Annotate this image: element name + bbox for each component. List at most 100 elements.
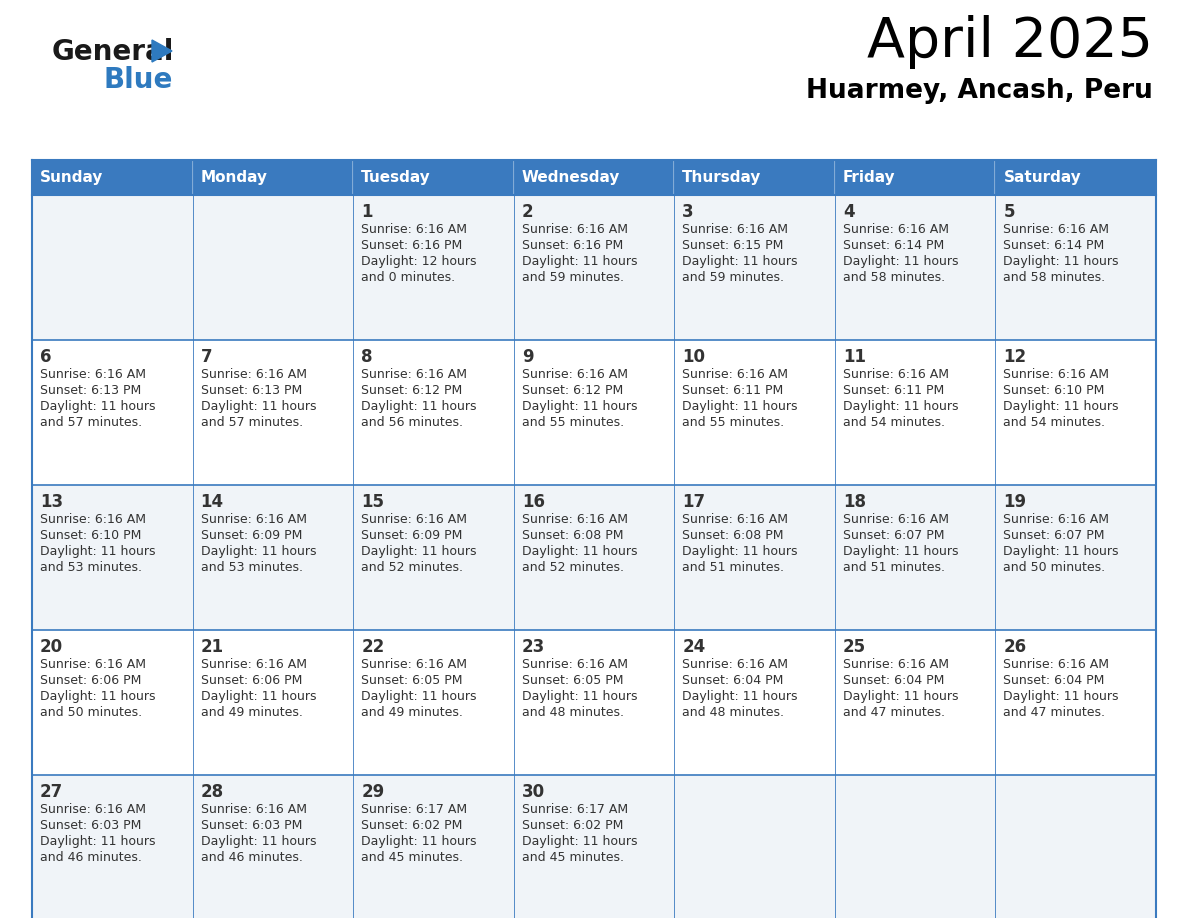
Text: Daylight: 11 hours: Daylight: 11 hours bbox=[40, 400, 156, 413]
Text: and 48 minutes.: and 48 minutes. bbox=[522, 706, 624, 719]
Bar bbox=[675, 630, 835, 775]
Text: Daylight: 11 hours: Daylight: 11 hours bbox=[842, 545, 959, 558]
Text: Sunrise: 6:16 AM: Sunrise: 6:16 AM bbox=[201, 513, 307, 526]
Text: 17: 17 bbox=[682, 493, 706, 511]
Text: Sunrise: 6:16 AM: Sunrise: 6:16 AM bbox=[40, 658, 146, 671]
Text: Sunset: 6:10 PM: Sunset: 6:10 PM bbox=[1004, 384, 1105, 397]
Text: Sunrise: 6:16 AM: Sunrise: 6:16 AM bbox=[1004, 513, 1110, 526]
Text: Saturday: Saturday bbox=[1004, 170, 1081, 185]
Text: Sunrise: 6:16 AM: Sunrise: 6:16 AM bbox=[361, 223, 467, 236]
Text: and 46 minutes.: and 46 minutes. bbox=[40, 851, 141, 864]
Text: Sunrise: 6:16 AM: Sunrise: 6:16 AM bbox=[361, 368, 467, 381]
Bar bbox=[192, 485, 353, 630]
Text: 20: 20 bbox=[40, 638, 63, 656]
Text: Sunset: 6:12 PM: Sunset: 6:12 PM bbox=[361, 384, 462, 397]
Text: Daylight: 11 hours: Daylight: 11 hours bbox=[842, 400, 959, 413]
Text: Daylight: 11 hours: Daylight: 11 hours bbox=[201, 690, 316, 703]
Text: Sunset: 6:06 PM: Sunset: 6:06 PM bbox=[201, 674, 302, 687]
Bar bbox=[835, 340, 996, 485]
Text: Sunset: 6:14 PM: Sunset: 6:14 PM bbox=[842, 239, 944, 252]
Text: Sunrise: 6:16 AM: Sunrise: 6:16 AM bbox=[842, 223, 949, 236]
Text: Sunday: Sunday bbox=[40, 170, 103, 185]
Text: and 47 minutes.: and 47 minutes. bbox=[1004, 706, 1105, 719]
Text: Daylight: 11 hours: Daylight: 11 hours bbox=[201, 400, 316, 413]
Text: Sunrise: 6:16 AM: Sunrise: 6:16 AM bbox=[842, 368, 949, 381]
Text: Daylight: 11 hours: Daylight: 11 hours bbox=[1004, 690, 1119, 703]
Text: Sunrise: 6:16 AM: Sunrise: 6:16 AM bbox=[522, 223, 627, 236]
Text: and 57 minutes.: and 57 minutes. bbox=[201, 416, 303, 429]
Text: 29: 29 bbox=[361, 783, 385, 801]
Text: Daylight: 11 hours: Daylight: 11 hours bbox=[522, 400, 637, 413]
Bar bbox=[353, 195, 513, 340]
Bar bbox=[353, 340, 513, 485]
Text: Daylight: 11 hours: Daylight: 11 hours bbox=[40, 835, 156, 848]
Text: Sunset: 6:05 PM: Sunset: 6:05 PM bbox=[522, 674, 624, 687]
Text: 15: 15 bbox=[361, 493, 384, 511]
Text: General: General bbox=[52, 38, 175, 66]
Text: 10: 10 bbox=[682, 348, 706, 366]
Text: Daylight: 11 hours: Daylight: 11 hours bbox=[40, 545, 156, 558]
Bar bbox=[32, 160, 192, 195]
Text: Sunset: 6:08 PM: Sunset: 6:08 PM bbox=[682, 529, 784, 542]
Text: Sunset: 6:03 PM: Sunset: 6:03 PM bbox=[201, 819, 302, 832]
Text: and 52 minutes.: and 52 minutes. bbox=[361, 561, 463, 574]
Bar bbox=[192, 630, 353, 775]
Text: and 53 minutes.: and 53 minutes. bbox=[201, 561, 303, 574]
Text: Sunset: 6:10 PM: Sunset: 6:10 PM bbox=[40, 529, 141, 542]
Text: and 54 minutes.: and 54 minutes. bbox=[842, 416, 944, 429]
Text: 16: 16 bbox=[522, 493, 545, 511]
Text: Sunset: 6:16 PM: Sunset: 6:16 PM bbox=[361, 239, 462, 252]
Text: 12: 12 bbox=[1004, 348, 1026, 366]
Text: 18: 18 bbox=[842, 493, 866, 511]
Text: 19: 19 bbox=[1004, 493, 1026, 511]
Text: Daylight: 11 hours: Daylight: 11 hours bbox=[1004, 255, 1119, 268]
Text: Sunset: 6:04 PM: Sunset: 6:04 PM bbox=[682, 674, 784, 687]
Text: and 59 minutes.: and 59 minutes. bbox=[682, 271, 784, 284]
Text: Sunrise: 6:16 AM: Sunrise: 6:16 AM bbox=[1004, 223, 1110, 236]
Text: and 55 minutes.: and 55 minutes. bbox=[522, 416, 624, 429]
Text: 26: 26 bbox=[1004, 638, 1026, 656]
Bar bbox=[675, 195, 835, 340]
Text: and 0 minutes.: and 0 minutes. bbox=[361, 271, 455, 284]
Text: Daylight: 11 hours: Daylight: 11 hours bbox=[682, 255, 798, 268]
Text: Sunset: 6:07 PM: Sunset: 6:07 PM bbox=[842, 529, 944, 542]
Text: Sunrise: 6:16 AM: Sunrise: 6:16 AM bbox=[682, 223, 789, 236]
Text: Daylight: 11 hours: Daylight: 11 hours bbox=[842, 690, 959, 703]
Text: 3: 3 bbox=[682, 203, 694, 221]
Text: Sunset: 6:12 PM: Sunset: 6:12 PM bbox=[522, 384, 623, 397]
Bar bbox=[675, 775, 835, 918]
Text: Sunrise: 6:16 AM: Sunrise: 6:16 AM bbox=[40, 368, 146, 381]
Bar bbox=[353, 160, 513, 195]
Text: Sunset: 6:04 PM: Sunset: 6:04 PM bbox=[842, 674, 944, 687]
Text: Sunset: 6:11 PM: Sunset: 6:11 PM bbox=[682, 384, 784, 397]
Bar bbox=[835, 775, 996, 918]
Text: Sunrise: 6:16 AM: Sunrise: 6:16 AM bbox=[522, 368, 627, 381]
Text: Sunrise: 6:16 AM: Sunrise: 6:16 AM bbox=[361, 658, 467, 671]
Text: Sunrise: 6:16 AM: Sunrise: 6:16 AM bbox=[682, 368, 789, 381]
Text: Sunrise: 6:16 AM: Sunrise: 6:16 AM bbox=[201, 658, 307, 671]
Text: Daylight: 11 hours: Daylight: 11 hours bbox=[682, 545, 798, 558]
Text: and 46 minutes.: and 46 minutes. bbox=[201, 851, 303, 864]
Text: 6: 6 bbox=[40, 348, 51, 366]
Text: Daylight: 11 hours: Daylight: 11 hours bbox=[682, 690, 798, 703]
Text: Sunrise: 6:16 AM: Sunrise: 6:16 AM bbox=[522, 513, 627, 526]
Text: Daylight: 12 hours: Daylight: 12 hours bbox=[361, 255, 476, 268]
Bar bbox=[353, 775, 513, 918]
Text: Monday: Monday bbox=[201, 170, 267, 185]
Bar bbox=[835, 195, 996, 340]
Bar bbox=[192, 160, 353, 195]
Text: and 56 minutes.: and 56 minutes. bbox=[361, 416, 463, 429]
Text: Sunset: 6:08 PM: Sunset: 6:08 PM bbox=[522, 529, 624, 542]
Text: and 52 minutes.: and 52 minutes. bbox=[522, 561, 624, 574]
Text: Daylight: 11 hours: Daylight: 11 hours bbox=[201, 835, 316, 848]
Bar bbox=[192, 775, 353, 918]
Bar bbox=[996, 485, 1156, 630]
Text: Sunset: 6:03 PM: Sunset: 6:03 PM bbox=[40, 819, 141, 832]
Text: Daylight: 11 hours: Daylight: 11 hours bbox=[1004, 545, 1119, 558]
Text: Sunset: 6:02 PM: Sunset: 6:02 PM bbox=[522, 819, 623, 832]
Bar bbox=[32, 340, 192, 485]
Text: Daylight: 11 hours: Daylight: 11 hours bbox=[40, 690, 156, 703]
Text: Sunset: 6:16 PM: Sunset: 6:16 PM bbox=[522, 239, 623, 252]
Text: Sunset: 6:06 PM: Sunset: 6:06 PM bbox=[40, 674, 141, 687]
Text: Thursday: Thursday bbox=[682, 170, 762, 185]
